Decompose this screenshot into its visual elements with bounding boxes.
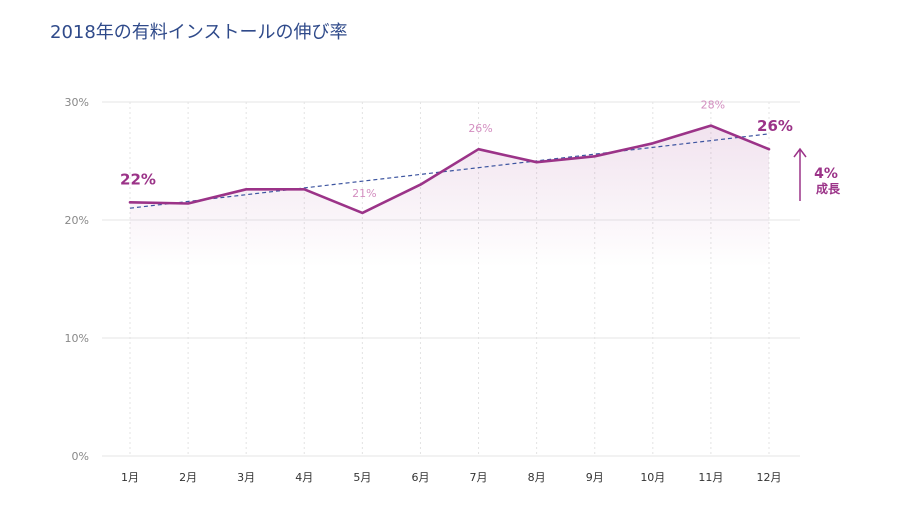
x-tick-label: 2月: [179, 471, 197, 484]
chart-title: 2018年の有料インストールの伸び率: [50, 22, 348, 43]
data-label: 26%: [757, 117, 793, 135]
x-tick-label: 6月: [411, 471, 429, 484]
y-tick-label: 10%: [65, 332, 89, 345]
growth-label: 成長: [816, 181, 841, 196]
y-tick-label: 30%: [65, 96, 89, 109]
x-tick-label: 5月: [353, 471, 371, 484]
area-fill: [130, 125, 769, 268]
x-tick-label: 4月: [295, 471, 313, 484]
growth-value: 4%: [814, 166, 838, 182]
growth-arrow-head: [793, 147, 807, 158]
data-label: 22%: [120, 170, 156, 188]
y-tick-label: 0%: [72, 450, 89, 463]
data-label: 26%: [468, 122, 492, 135]
y-tick-label: 20%: [65, 214, 89, 227]
x-tick-label: 11月: [698, 471, 723, 484]
x-tick-label: 8月: [528, 471, 546, 484]
x-tick-label: 3月: [237, 471, 255, 484]
x-tick-label: 1月: [121, 471, 139, 484]
data-label: 28%: [701, 99, 725, 112]
series-line: [128, 124, 771, 215]
x-tick-label: 10月: [640, 471, 665, 484]
trend-line: [129, 133, 770, 209]
x-tick-label: 9月: [586, 471, 604, 484]
x-tick-label: 12月: [757, 471, 782, 484]
x-tick-label: 7月: [470, 471, 488, 484]
data-label: 21%: [352, 187, 376, 200]
